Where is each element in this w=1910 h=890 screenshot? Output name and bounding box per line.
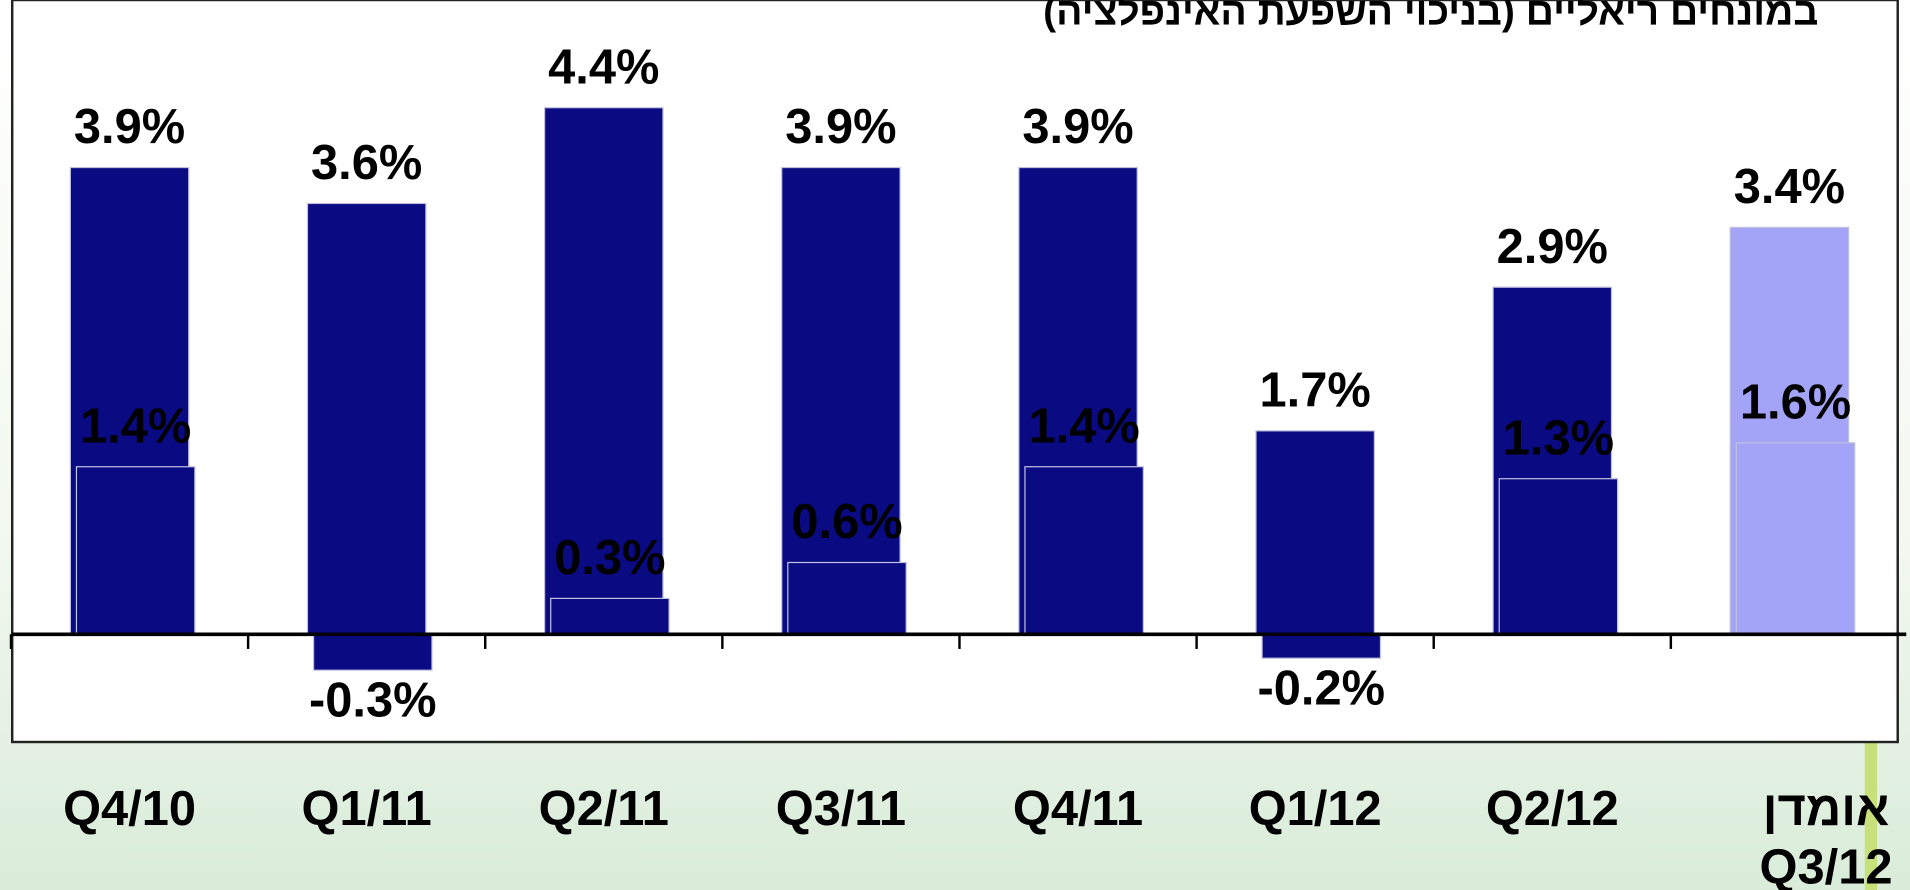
- data-label: 4.4%: [548, 40, 659, 94]
- bar: [1255, 430, 1375, 635]
- x-tick-label-line: Q1/11: [302, 782, 432, 836]
- bar: [1735, 442, 1856, 635]
- bar: [550, 597, 670, 635]
- x-tick-label-line: Q4/10: [63, 782, 196, 836]
- data-label: -0.2%: [1258, 662, 1385, 716]
- data-label: 0.3%: [554, 531, 665, 585]
- data-label: 1.3%: [1503, 411, 1614, 465]
- bar: [312, 633, 433, 671]
- chart-title: במונחים ריאליים (בניכוי השפעת האינפלציה): [1043, 0, 1818, 33]
- data-label: 1.4%: [1029, 399, 1140, 453]
- data-label: 1.4%: [80, 399, 191, 453]
- x-tick-label-line: Q2/12: [1486, 782, 1619, 836]
- data-label: 1.6%: [1740, 375, 1851, 429]
- bar: [781, 166, 901, 635]
- data-label: -0.3%: [309, 674, 436, 728]
- x-tick-label: Q1/12: [1249, 782, 1382, 836]
- bar: [1024, 466, 1144, 635]
- x-tick-label-line: Q3/12: [1760, 841, 1893, 890]
- data-label: 3.6%: [311, 136, 422, 190]
- bar: [306, 202, 427, 635]
- bar: [75, 466, 196, 635]
- x-tick-label-line: Q3/11: [776, 782, 906, 836]
- x-tick-label: אומדן Q3/12: [1760, 782, 1893, 890]
- x-tick-label: Q3/11: [776, 782, 906, 836]
- data-label: 3.9%: [785, 100, 896, 154]
- data-label: 1.7%: [1260, 363, 1371, 417]
- x-tick-label-line: Q4/11: [1013, 782, 1143, 836]
- data-label: 2.9%: [1497, 220, 1608, 274]
- x-tick-label: Q1/11: [302, 782, 432, 836]
- data-label: 3.9%: [74, 100, 185, 154]
- x-tick-label: Q4/11: [1013, 782, 1143, 836]
- bar: [543, 107, 664, 635]
- data-label: 0.6%: [791, 495, 902, 549]
- x-tick-label: Q4/10: [63, 782, 196, 836]
- x-tick-label: Q2/12: [1486, 782, 1619, 836]
- x-tick-label-line: Q1/12: [1249, 782, 1382, 836]
- data-label: 3.9%: [1022, 100, 1133, 154]
- x-tick-label: Q2/11: [539, 782, 669, 836]
- bar: [787, 561, 907, 635]
- bar: [1498, 478, 1619, 635]
- bar: [1261, 633, 1382, 659]
- x-tick-label-line: אומדן: [1763, 782, 1890, 836]
- x-tick-label-line: Q2/11: [539, 782, 669, 836]
- data-label: 3.4%: [1734, 160, 1845, 214]
